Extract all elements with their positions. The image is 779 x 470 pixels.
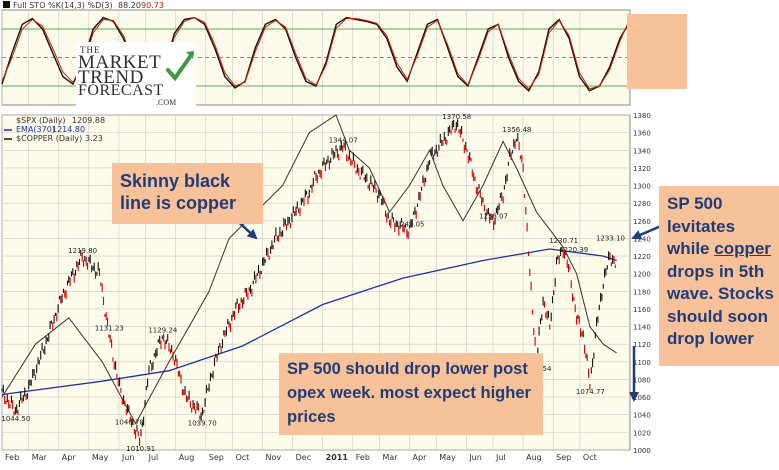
price-annotation: 1044.50 (1, 415, 30, 423)
price-annotation: 1258.07 (479, 213, 508, 221)
price-y-tick: 1300 (633, 183, 651, 191)
price-y-tick: 1340 (633, 147, 651, 155)
price-y-tick: 1260 (633, 218, 651, 226)
price-y-tick: 1160 (633, 306, 651, 314)
sto-highlight-box (627, 14, 687, 89)
x-tick-label: Apr (413, 453, 428, 462)
callout-spx-text-end: drops in 5th wave. Stocks should soon dr… (667, 261, 774, 349)
price-y-tick: 1180 (633, 288, 651, 296)
copper-layer (1, 114, 617, 425)
ema-layer (1, 248, 617, 396)
x-tick-label: Sep (209, 453, 224, 462)
x-tick-label: Dec (296, 453, 311, 462)
price-annotation: 1230.71 (549, 237, 578, 245)
x-tick-label: Apr (62, 453, 77, 462)
copper-legend-value: 3.23 (85, 134, 103, 143)
price-y-tick: 1360 (633, 130, 651, 138)
price-y-tick: 1100 (633, 359, 651, 367)
callout-spx-text-copper: copper (714, 239, 771, 258)
price-y-tick: 1140 (633, 324, 651, 332)
axis-layer: 1000 1020 1040 1060 1080 1100 1120 1140 1160 1180… (5, 26, 651, 462)
callout-drop-text: SP 500 should drop lower post opex week.… (287, 360, 531, 426)
logo-text-the: THE (80, 45, 101, 55)
sto-title: Full STO %K(14,3) %D(3) (13, 1, 113, 10)
x-tick-label: Sep (556, 453, 571, 462)
x-tick-label: Oct (583, 453, 597, 462)
sto-d-value: 90.73 (141, 1, 164, 10)
logo-text-forecast: FORECAST (78, 82, 164, 99)
price-y-tick: 1040 (633, 412, 651, 420)
arrow-to-spx-top (631, 224, 662, 240)
ema-legend-value: 1214.80 (52, 125, 85, 134)
x-tick-label: Feb (356, 453, 370, 462)
market-trend-forecast-logo: THE MARKET TREND FORECAST .COM (76, 42, 196, 108)
x-tick-label: Feb (5, 453, 19, 462)
x-tick-label: Nov (266, 453, 282, 462)
price-y-tick: 1280 (633, 200, 651, 208)
logo-text-trend: TREND (78, 67, 144, 88)
price-annotation: 1249.05 (396, 220, 425, 228)
x-tick-label: May (439, 453, 456, 462)
price-y-tick: 1200 (633, 271, 651, 279)
price-annotation: 1220.39 (559, 246, 588, 254)
price-annotation: 1356.48 (502, 126, 531, 134)
price-annotation: 1039.70 (188, 420, 217, 428)
x-tick-label: Jun (468, 453, 482, 462)
sto-legend: Full STO %K(14,3) %D(3) 88.20 90.73 (3, 1, 164, 10)
price-y-tick: 1000 (633, 447, 651, 455)
logo-text-market: MARKET (78, 52, 162, 73)
callout-sp500-drop: SP 500 should drop lower post opex week.… (279, 353, 543, 435)
price-y-tick: 1120 (633, 341, 651, 349)
price-annotation: 1370.58 (442, 113, 471, 121)
price-annotation: 1219.80 (68, 247, 97, 255)
x-tick-label: Jun (121, 453, 134, 462)
copper-legend-label: $COPPER (Daily) (16, 134, 82, 143)
x-tick-label: Oct (235, 453, 249, 462)
callout-spx-text-start: SP 500 levitates while (667, 194, 736, 258)
logo-text-com: .COM (156, 98, 177, 107)
price-y-tick: 1020 (633, 429, 651, 437)
price-y-tick: 1080 (633, 376, 651, 384)
sto-layer (1, 16, 631, 92)
price-y-tick: 1060 (633, 394, 651, 402)
price-y-tick: 1320 (633, 165, 651, 173)
callout-copper-text: Skinny black line is copper (120, 171, 237, 213)
x-tick-label: May (92, 453, 109, 462)
price-annotation: 1040.78 (115, 419, 144, 427)
sto-d-line (1, 17, 631, 90)
price-y-tick: 1380 (633, 112, 651, 120)
price-annotation: 1074.77 (576, 388, 605, 396)
spx-layer (1, 119, 616, 447)
price-legend: $SPX (Daily) 1209.88 EMA(370) 1214.80 $C… (4, 116, 105, 143)
callout-copper-line: Skinny black line is copper (112, 163, 263, 224)
sto-k-line (1, 16, 631, 92)
price-annotation: 1129.24 (148, 326, 177, 334)
x-tick-label: 2011 (326, 453, 349, 462)
price-annotation: 1233.10 (596, 235, 625, 243)
x-tick-label: Aug (179, 453, 195, 462)
price-annotation: 1131.23 (95, 325, 124, 333)
spx-legend-value: 1209.88 (72, 116, 105, 125)
x-tick-label: Jul (495, 453, 506, 462)
x-tick-label: Mar (32, 453, 48, 462)
price-y-tick: 1220 (633, 253, 651, 261)
ema-line (1, 248, 617, 396)
x-tick-label: Mar (382, 453, 398, 462)
ema-legend-label: EMA(370) (16, 125, 55, 134)
x-tick-label: Aug (526, 453, 542, 462)
copper-line (1, 114, 617, 425)
logo-arrow-icon (166, 51, 194, 82)
spx-legend-label: $SPX (Daily) (16, 116, 66, 125)
callout-spx-levitates: SP 500 levitates while copper drops in 5… (659, 186, 779, 366)
price-annotation: 1010.91 (126, 445, 155, 453)
sto-k-value: 88.20 (118, 1, 141, 10)
x-tick-label: Jul (148, 453, 159, 462)
price-annotation: 1344.07 (329, 137, 358, 145)
